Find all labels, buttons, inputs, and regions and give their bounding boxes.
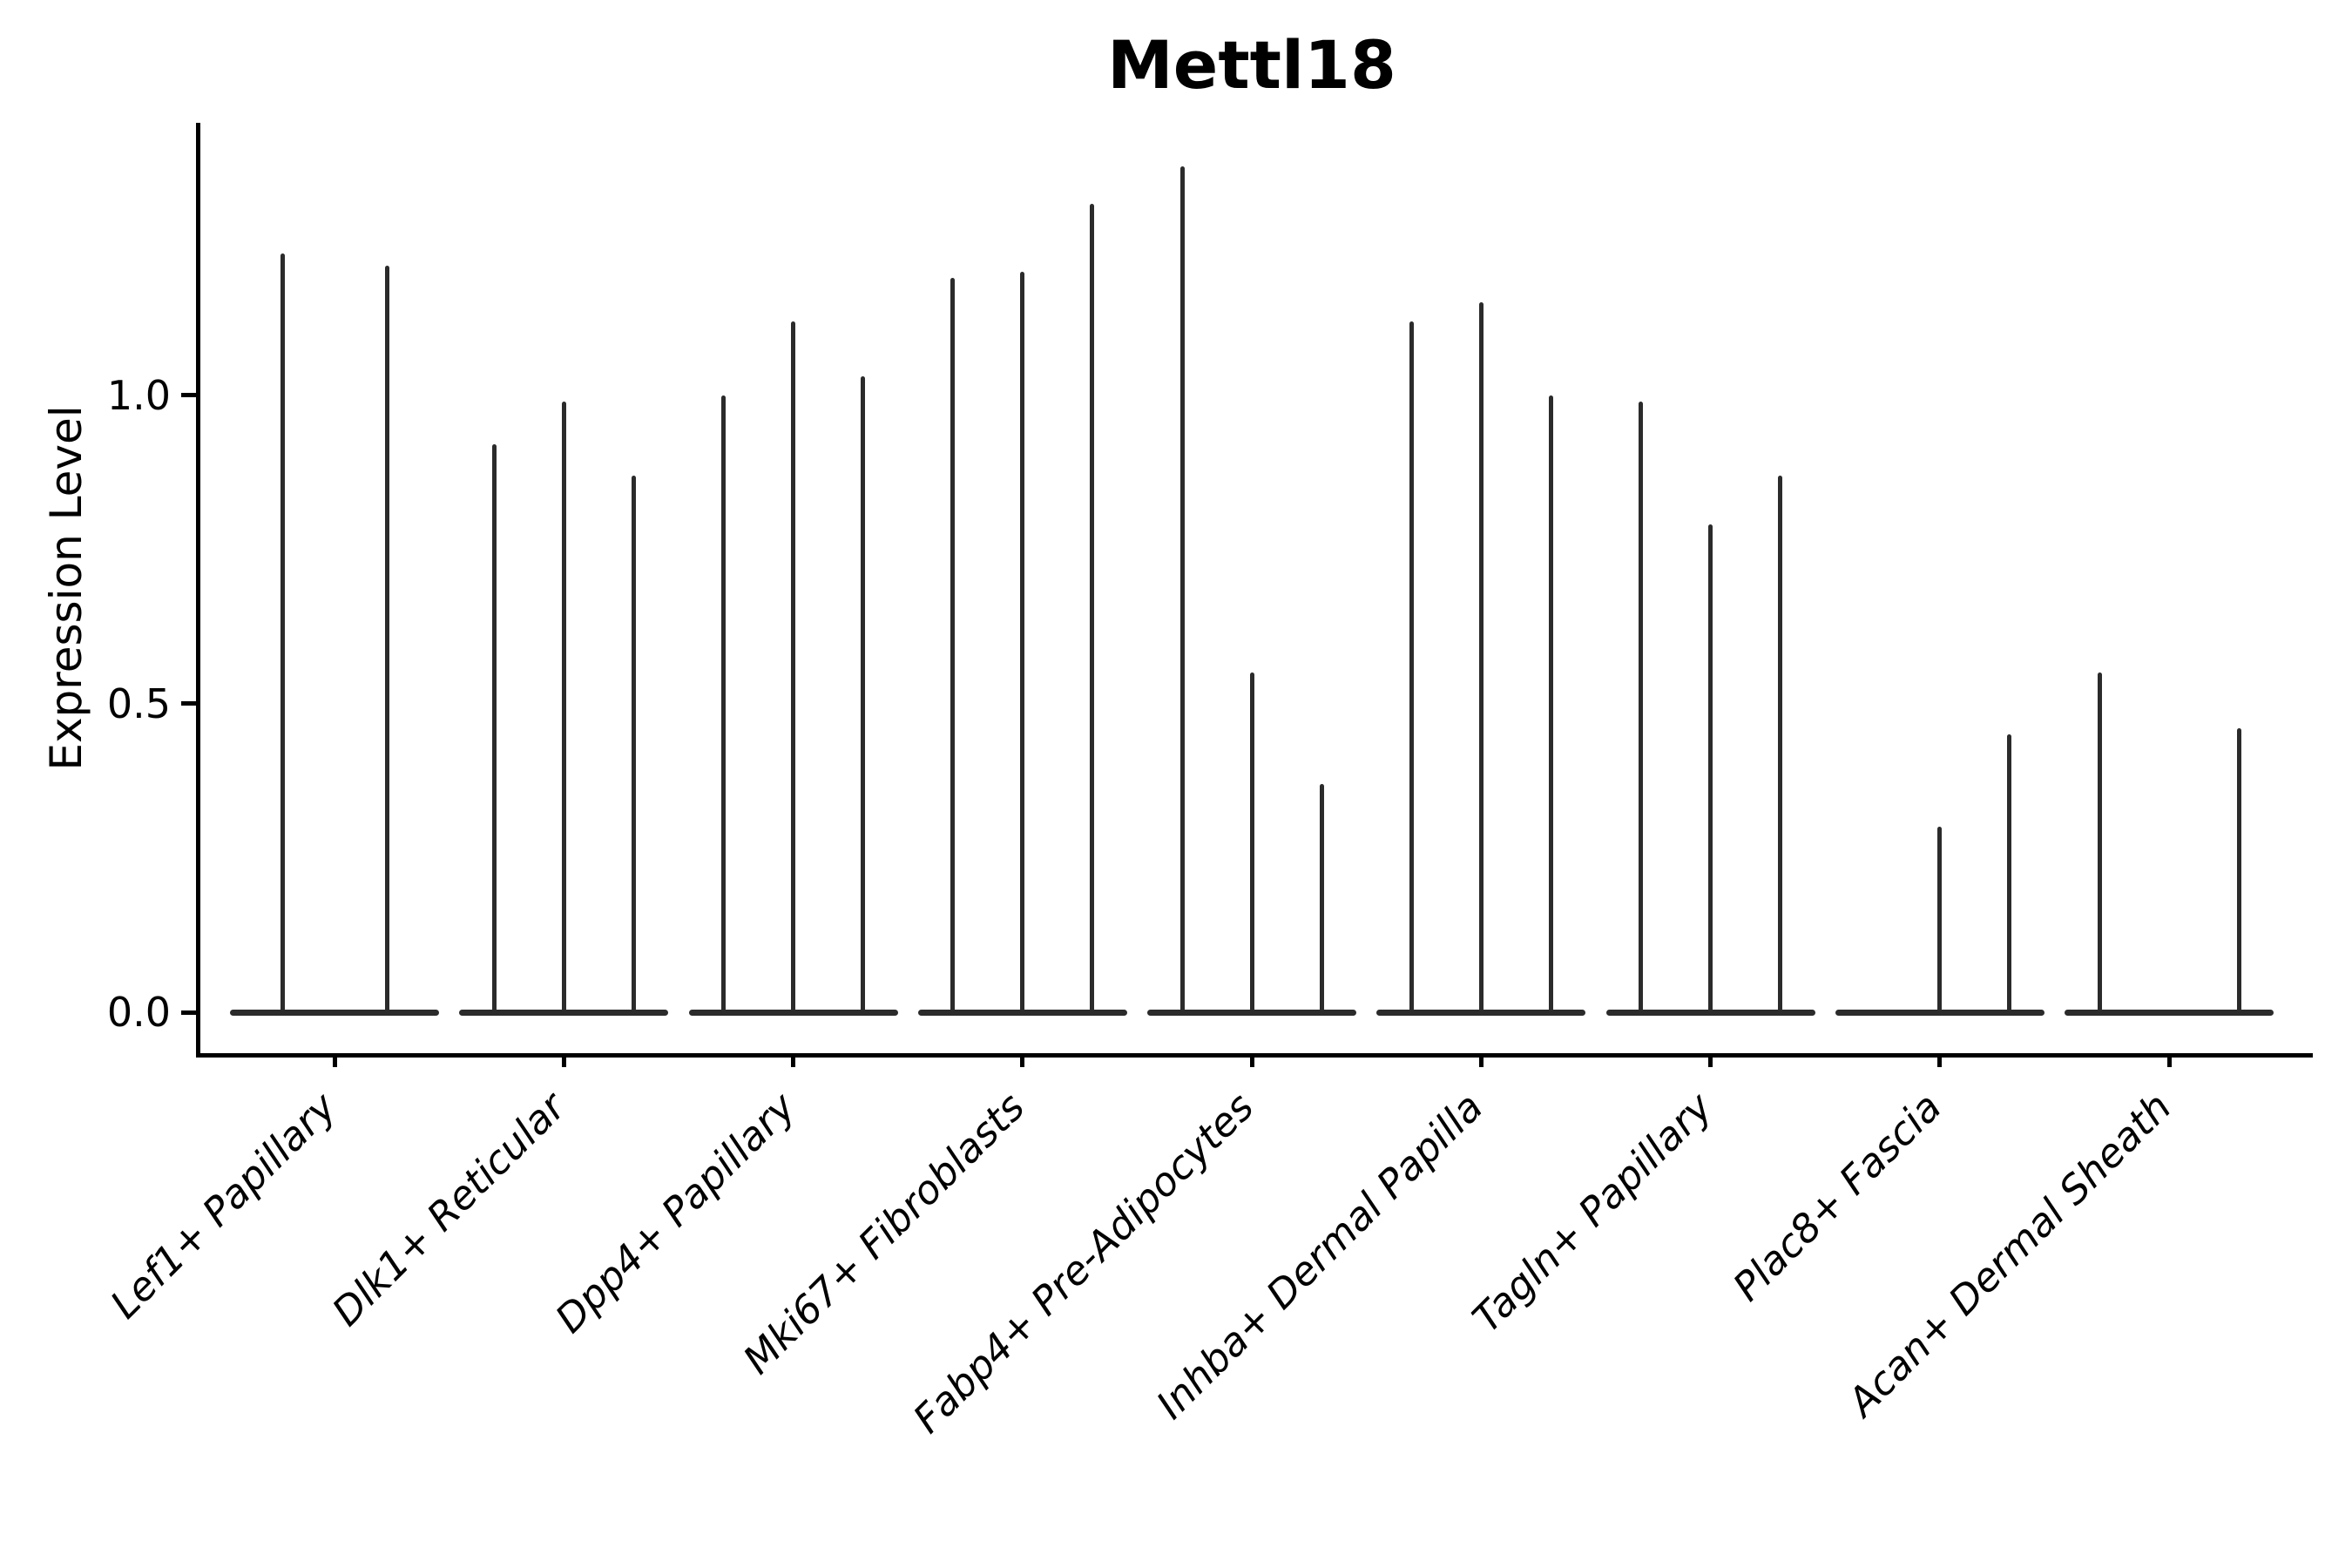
violin-spike (1639, 401, 1643, 1012)
violin-spike (1478, 302, 1484, 1012)
violin-spike (950, 278, 956, 1012)
violin-spike (1020, 271, 1025, 1012)
x-tick-mark (1478, 1053, 1484, 1067)
violin-spike (491, 444, 497, 1012)
violin-spike (1937, 827, 1943, 1012)
violin-spike (1708, 524, 1713, 1012)
x-category-label: Dlk1+ Reticular (323, 1084, 575, 1335)
x-tick-mark (1937, 1053, 1943, 1067)
violin-spike (2097, 672, 2102, 1012)
violin-spike (1090, 203, 1095, 1012)
x-category-label: Lef1+ Papillary (101, 1084, 346, 1328)
violin-spike (280, 253, 285, 1012)
violin-spike (861, 376, 865, 1012)
chart-title: Mettl18 (1107, 26, 1396, 104)
violin-spike (1409, 321, 1414, 1012)
violin-spike (1548, 395, 1553, 1012)
violin-baseline (230, 1009, 439, 1016)
violin-spike (2236, 728, 2241, 1012)
violin-baseline (917, 1009, 1127, 1016)
x-tick-mark (1020, 1053, 1025, 1067)
y-tick-mark (181, 701, 196, 706)
violin-baseline (1835, 1009, 2044, 1016)
violin-baseline (2065, 1009, 2274, 1016)
x-tick-mark (791, 1053, 795, 1067)
x-tick-mark (2166, 1053, 2172, 1067)
x-tick-mark (1249, 1053, 1254, 1067)
violin-baseline (459, 1009, 669, 1016)
violin-spike (2007, 734, 2012, 1012)
violin-baseline (1605, 1009, 1815, 1016)
y-tick-label: 0.0 (106, 989, 171, 1036)
x-category-label: Tagln+ Papillary (1463, 1084, 1721, 1342)
violin-spike (1249, 672, 1254, 1012)
x-tick-mark (332, 1053, 337, 1067)
violin-baseline (1376, 1009, 1586, 1016)
violin-spike (631, 475, 636, 1012)
y-tick-label: 0.5 (106, 679, 171, 727)
violin-baseline (688, 1009, 898, 1016)
violin-spike (721, 395, 726, 1012)
y-tick-mark (181, 1010, 196, 1015)
x-category-label: Plac8+ Fascia (1724, 1084, 1951, 1310)
x-tick-mark (1708, 1053, 1713, 1067)
violin-spike (791, 321, 795, 1012)
violin-spike (561, 401, 566, 1012)
violin-spike (1778, 475, 1782, 1012)
x-tick-mark (561, 1053, 566, 1067)
violin-spike (1179, 166, 1185, 1012)
violin-baseline (1147, 1009, 1356, 1016)
violin-spike (1319, 783, 1324, 1012)
x-category-label: Dpp4+ Papillary (545, 1084, 804, 1342)
y-tick-mark (181, 393, 196, 398)
y-tick-label: 1.0 (106, 371, 171, 419)
violin-spike (384, 265, 389, 1012)
plot-area (196, 123, 2313, 1058)
